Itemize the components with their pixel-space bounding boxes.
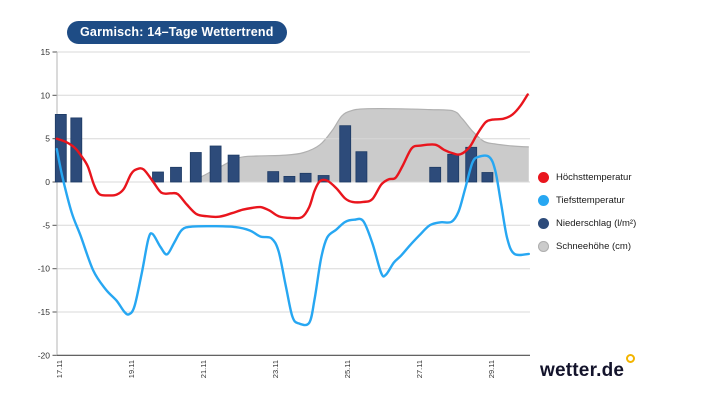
- x-axis-labels: 17.11 19.11 21.11 23.11 25.11 27.11 29.11: [55, 360, 496, 378]
- y-axis-labels: 15 10 5 0 -5 -10 -15 -20: [38, 47, 51, 360]
- legend-label: Höchsttemperatur: [556, 172, 632, 183]
- svg-text:-15: -15: [38, 307, 51, 317]
- svg-text:23.11: 23.11: [271, 360, 280, 378]
- logo-degree-ring-icon: [626, 354, 636, 363]
- svg-text:21.11: 21.11: [199, 360, 208, 378]
- min-temp-line-series: [55, 147, 530, 327]
- legend-label: Niederschlag (l/m²): [556, 218, 637, 229]
- min-temp-legend-dot-icon: [538, 195, 549, 206]
- svg-text:29.11: 29.11: [487, 360, 496, 378]
- svg-text:-20: -20: [38, 350, 51, 360]
- chart-title-badge: Garmisch: 14–Tage Wettertrend: [67, 21, 287, 44]
- wetter-de-logo-text: wetter.de: [540, 360, 625, 381]
- svg-text:15: 15: [41, 47, 51, 57]
- svg-text:0: 0: [45, 177, 50, 187]
- svg-text:-5: -5: [42, 220, 50, 230]
- legend-item: Tiefsttemperatur: [538, 195, 636, 206]
- svg-text:27.11: 27.11: [415, 360, 424, 378]
- legend-item: Höchsttemperatur: [538, 172, 636, 183]
- max-temp-legend-dot-icon: [538, 172, 549, 183]
- wetter-de-logo: wetter.de: [540, 354, 636, 382]
- svg-text:5: 5: [45, 134, 50, 144]
- max-temp-line-series: [55, 93, 529, 220]
- svg-text:17.11: 17.11: [55, 360, 64, 378]
- legend-item: Niederschlag (l/m²): [538, 218, 636, 229]
- precip-legend-dot-icon: [538, 218, 549, 229]
- legend-label: Schneehöhe (cm): [556, 241, 631, 252]
- snow-legend-dot-icon: [538, 241, 549, 252]
- legend-label: Tiefsttemperatur: [556, 195, 625, 206]
- svg-text:-10: -10: [38, 264, 51, 274]
- svg-text:19.11: 19.11: [127, 360, 136, 378]
- axes: [52, 51, 530, 356]
- legend-item: Schneehöhe (cm): [538, 241, 636, 252]
- legend: Höchsttemperatur Tiefsttemperatur Nieder…: [538, 172, 636, 264]
- svg-text:25.11: 25.11: [343, 360, 352, 378]
- svg-text:10: 10: [41, 90, 51, 100]
